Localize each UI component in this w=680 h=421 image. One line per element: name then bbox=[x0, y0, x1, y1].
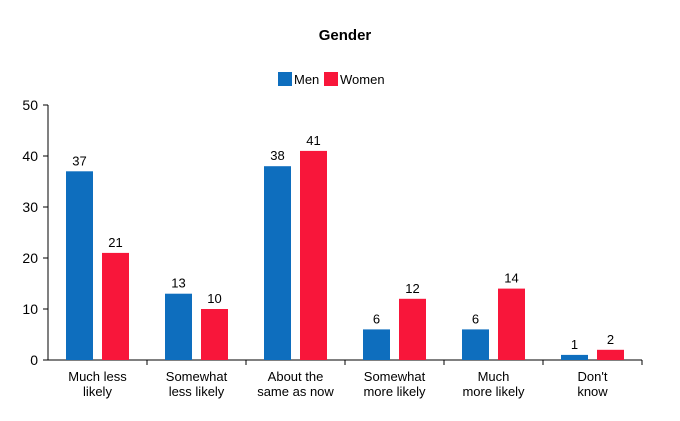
legend-swatch-men bbox=[278, 72, 292, 86]
legend-swatch-women bbox=[324, 72, 338, 86]
bar-women bbox=[300, 150, 327, 360]
x-tick-label: Don't bbox=[578, 369, 608, 384]
x-tick-label: know bbox=[577, 384, 608, 399]
x-tick-label: less likely bbox=[169, 384, 225, 399]
bar-men bbox=[462, 329, 489, 360]
data-label-men: 6 bbox=[472, 311, 479, 326]
x-tick-label: Somewhat bbox=[166, 369, 228, 384]
data-label-men: 37 bbox=[72, 153, 86, 168]
y-tick-label: 0 bbox=[30, 352, 38, 368]
bar-men bbox=[264, 166, 291, 360]
y-tick-label: 20 bbox=[22, 250, 38, 266]
bar-men bbox=[363, 329, 390, 360]
x-tick-label: likely bbox=[83, 384, 112, 399]
x-tick-label: more likely bbox=[462, 384, 525, 399]
bar-men bbox=[66, 171, 93, 360]
data-label-women: 14 bbox=[504, 271, 518, 286]
legend-label-men: Men bbox=[294, 72, 319, 87]
legend-label-women: Women bbox=[340, 72, 385, 87]
x-tick-label: more likely bbox=[363, 384, 426, 399]
data-label-women: 2 bbox=[607, 332, 614, 347]
y-axis: 0 10 20 30 40 50 bbox=[22, 97, 49, 368]
bar-women bbox=[597, 349, 624, 360]
y-tick-label: 10 bbox=[22, 301, 38, 317]
legend: Men Women bbox=[278, 72, 385, 87]
bars bbox=[66, 150, 624, 360]
data-label-men: 13 bbox=[171, 276, 185, 291]
data-label-men: 6 bbox=[373, 311, 380, 326]
x-tick-label: Somewhat bbox=[364, 369, 426, 384]
data-label-women: 12 bbox=[405, 281, 419, 296]
y-tick-label: 30 bbox=[22, 199, 38, 215]
data-label-men: 1 bbox=[571, 337, 578, 352]
chart-title: Gender bbox=[319, 27, 372, 44]
data-label-women: 41 bbox=[306, 133, 320, 148]
bar-men bbox=[165, 293, 192, 360]
data-label-women: 21 bbox=[108, 235, 122, 250]
data-label-men: 38 bbox=[270, 148, 284, 163]
x-tick-label: same as now bbox=[257, 384, 334, 399]
x-tick-label: About the bbox=[268, 369, 324, 384]
y-tick-label: 40 bbox=[22, 148, 38, 164]
data-label-women: 10 bbox=[207, 291, 221, 306]
y-tick-label: 50 bbox=[22, 97, 38, 113]
bar-women bbox=[498, 288, 525, 360]
bar-women bbox=[102, 252, 129, 360]
bar-women bbox=[399, 298, 426, 360]
bar-women bbox=[201, 309, 228, 360]
bar-men bbox=[561, 354, 588, 360]
x-tick-label: Much bbox=[478, 369, 510, 384]
x-tick-label: Much less bbox=[68, 369, 127, 384]
